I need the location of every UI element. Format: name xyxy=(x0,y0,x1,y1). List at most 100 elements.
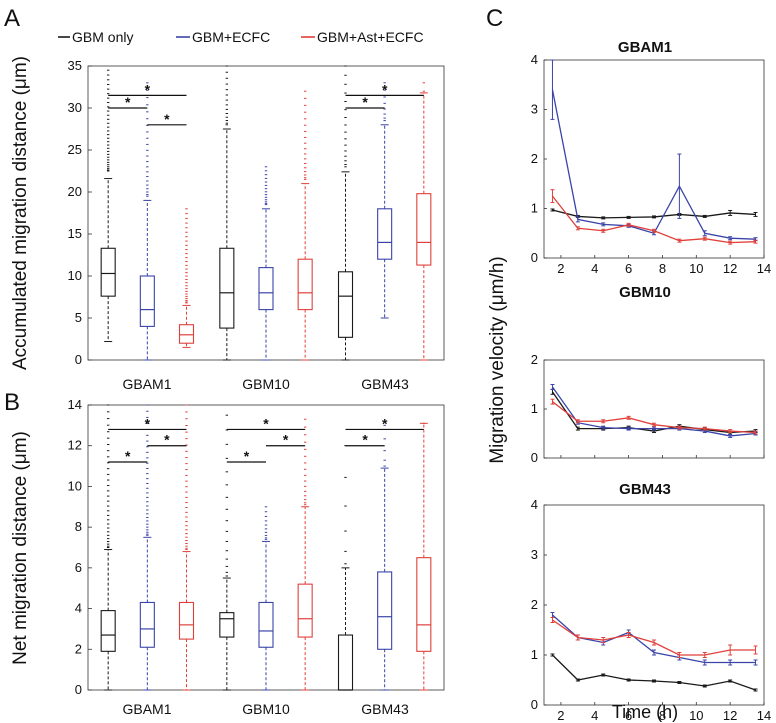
panel-a-significance-star: * xyxy=(145,81,151,97)
panel-c2-axes-frame xyxy=(543,359,765,459)
panel-b-ytick-label: 10 xyxy=(68,478,82,493)
panel-b-gbam1-gbm-only-box xyxy=(100,610,116,652)
panel-a-ytick-label: 15 xyxy=(68,226,82,241)
panel-c2-ytick-label: 2 xyxy=(531,352,538,367)
panel-b-gbm10-gbm-ast-ecfc-box xyxy=(297,583,313,638)
panel-c1-ytick-label: 0 xyxy=(531,250,538,265)
panel-c3-axes-frame xyxy=(543,504,765,706)
legend-label-gbm-only: GBM only xyxy=(72,29,133,45)
panel-a-gbm43-gbm-ast-ecfc-box xyxy=(416,193,432,266)
panel-b-category-1: GBM10 xyxy=(242,701,290,717)
panel-b-gbm10-gbm-ecfc-box xyxy=(258,601,274,648)
legend-label-gbm-ecfc: GBM+ECFC xyxy=(192,29,270,45)
panel-c-ylabel: Migration velocity (μm/h) xyxy=(487,256,508,463)
panel-c3-xtick-label: 10 xyxy=(689,708,703,723)
panel-c3-xtick-label: 12 xyxy=(723,708,737,723)
legend: GBM only GBM+ECFC GBM+Ast+ECFC xyxy=(58,29,424,45)
panel-letter-c: C xyxy=(486,5,503,32)
panel-b-ytick-label: 0 xyxy=(75,682,82,697)
panel-c2-ytick-label: 1 xyxy=(531,401,538,416)
panel-c1-ytick-label: 2 xyxy=(531,151,538,166)
panel-c3-xtick-label: 4 xyxy=(591,708,598,723)
panel-b-significance-star: * xyxy=(382,415,388,431)
panel-b-significance-star: * xyxy=(125,448,131,464)
panel-a-accumulated-distance: Accumulated migration distance (μm) GBAM… xyxy=(10,56,445,392)
panel-b-significance-star: * xyxy=(164,432,170,448)
panel-a-category-1: GBM10 xyxy=(242,376,290,392)
panel-a-significance-star: * xyxy=(362,94,368,110)
panel-c3-ytick-label: 2 xyxy=(531,597,538,612)
panel-b-ytick-label: 14 xyxy=(68,397,82,412)
panel-b-category-2: GBM43 xyxy=(361,701,409,717)
panel-c1-xtick-label: 2 xyxy=(557,261,564,276)
panel-c1-ytick-label: 4 xyxy=(531,52,538,67)
panel-c2-plot: 0 1 2 xyxy=(531,352,765,465)
panel-b-ylabel: Net migration distance (μm) xyxy=(10,431,31,665)
panel-c3-series-gbm-only-line xyxy=(552,654,756,691)
panel-c1-series-gbm-ast-ecfc-line xyxy=(551,195,756,244)
panel-b-category-0: GBAM1 xyxy=(122,701,171,717)
panel-a-significance-star: * xyxy=(125,94,131,110)
panel-c1-xtick-label: 4 xyxy=(591,261,598,276)
panel-a-significance-star: * xyxy=(164,111,170,127)
panel-b-significance-star: * xyxy=(283,432,289,448)
panel-a-significance-star: * xyxy=(382,81,388,97)
panel-c1-ytick-label: 1 xyxy=(531,201,538,216)
panel-c3-ytick-label: 3 xyxy=(531,547,538,562)
panel-a-ytick-label: 35 xyxy=(68,58,82,73)
panel-b-ytick-label: 6 xyxy=(75,560,82,575)
panel-a-gbm43-gbm-ecfc-box xyxy=(377,208,393,260)
panel-b-significance-star: * xyxy=(145,415,151,431)
panel-a-ylabel: Accumulated migration distance (μm) xyxy=(10,56,31,370)
panel-b-significance-star: * xyxy=(263,415,269,431)
panel-b-significance-star: * xyxy=(362,432,368,448)
panel-b-gbam1-gbm-ast-ecfc-box xyxy=(178,601,195,640)
panel-a-gbm10-gbm-ecfc-box xyxy=(258,267,274,311)
panel-a-gbm43-gbm-only-box xyxy=(337,271,354,338)
panel-b-significance-star: * xyxy=(244,448,250,464)
panel-c3-xtick-label: 6 xyxy=(625,708,632,723)
panel-a-gbam1-gbm-ast-ecfc-box xyxy=(178,324,195,344)
panel-b-gbm10-gbm-only-box xyxy=(219,612,235,638)
panel-a-ytick-label: 5 xyxy=(75,310,82,325)
panel-b-gbm43-gbm-only-box xyxy=(337,634,354,691)
panel-a-gbam1-gbm-ecfc-box xyxy=(139,275,155,327)
panel-a-ytick-label: 25 xyxy=(68,142,82,157)
panel-b-net-distance: Net migration distance (μm) GBAM1 GBM10 … xyxy=(10,397,445,717)
panel-letter-a: A xyxy=(4,5,20,32)
panel-c3-ytick-label: 1 xyxy=(531,647,538,662)
panel-c3-ytick-label: 0 xyxy=(531,697,538,712)
panel-a-gbam1-gbm-only-box xyxy=(100,247,116,297)
panel-a-category-2: GBM43 xyxy=(361,376,409,392)
panel-c-xlabel: Time (h) xyxy=(612,702,678,722)
panel-b-ytick-label: 12 xyxy=(68,438,82,453)
panel-a-category-0: GBAM1 xyxy=(122,376,171,392)
panel-a-ytick-label: 10 xyxy=(68,268,82,283)
panel-a-ytick-label: 20 xyxy=(68,184,82,199)
panel-c3-xtick-label: 2 xyxy=(557,708,564,723)
panel-c-title-gbm43: GBM43 xyxy=(619,481,671,498)
panel-c1-xtick-label: 12 xyxy=(723,261,737,276)
panel-c1-axes-frame xyxy=(543,59,765,259)
legend-label-gbm-ast-ecfc: GBM+Ast+ECFC xyxy=(317,29,424,45)
panel-c-title-gbm10: GBM10 xyxy=(619,284,671,301)
panel-b-ytick-label: 8 xyxy=(75,519,82,534)
panel-c2-ytick-label: 0 xyxy=(531,450,538,465)
panel-letter-b: B xyxy=(4,389,20,416)
panel-b-ytick-label: 4 xyxy=(75,601,82,616)
panel-c1-ytick-label: 3 xyxy=(531,102,538,117)
panel-b-gbam1-gbm-ecfc-box xyxy=(139,601,155,648)
panel-c1-xtick-label: 14 xyxy=(757,261,771,276)
panel-a-ytick-label: 30 xyxy=(68,100,82,115)
panel-c1-xtick-label: 6 xyxy=(625,261,632,276)
panel-b-gbm43-gbm-ast-ecfc-box xyxy=(416,557,432,652)
panel-c1-xtick-label: 8 xyxy=(659,261,666,276)
panel-c1-xtick-label: 10 xyxy=(689,261,703,276)
panel-c-title-gbam1: GBAM1 xyxy=(618,39,672,56)
panel-a-ytick-label: 0 xyxy=(75,352,82,367)
panel-b-ytick-label: 2 xyxy=(75,641,82,656)
panel-a-gbm10-gbm-only-box xyxy=(219,247,235,329)
